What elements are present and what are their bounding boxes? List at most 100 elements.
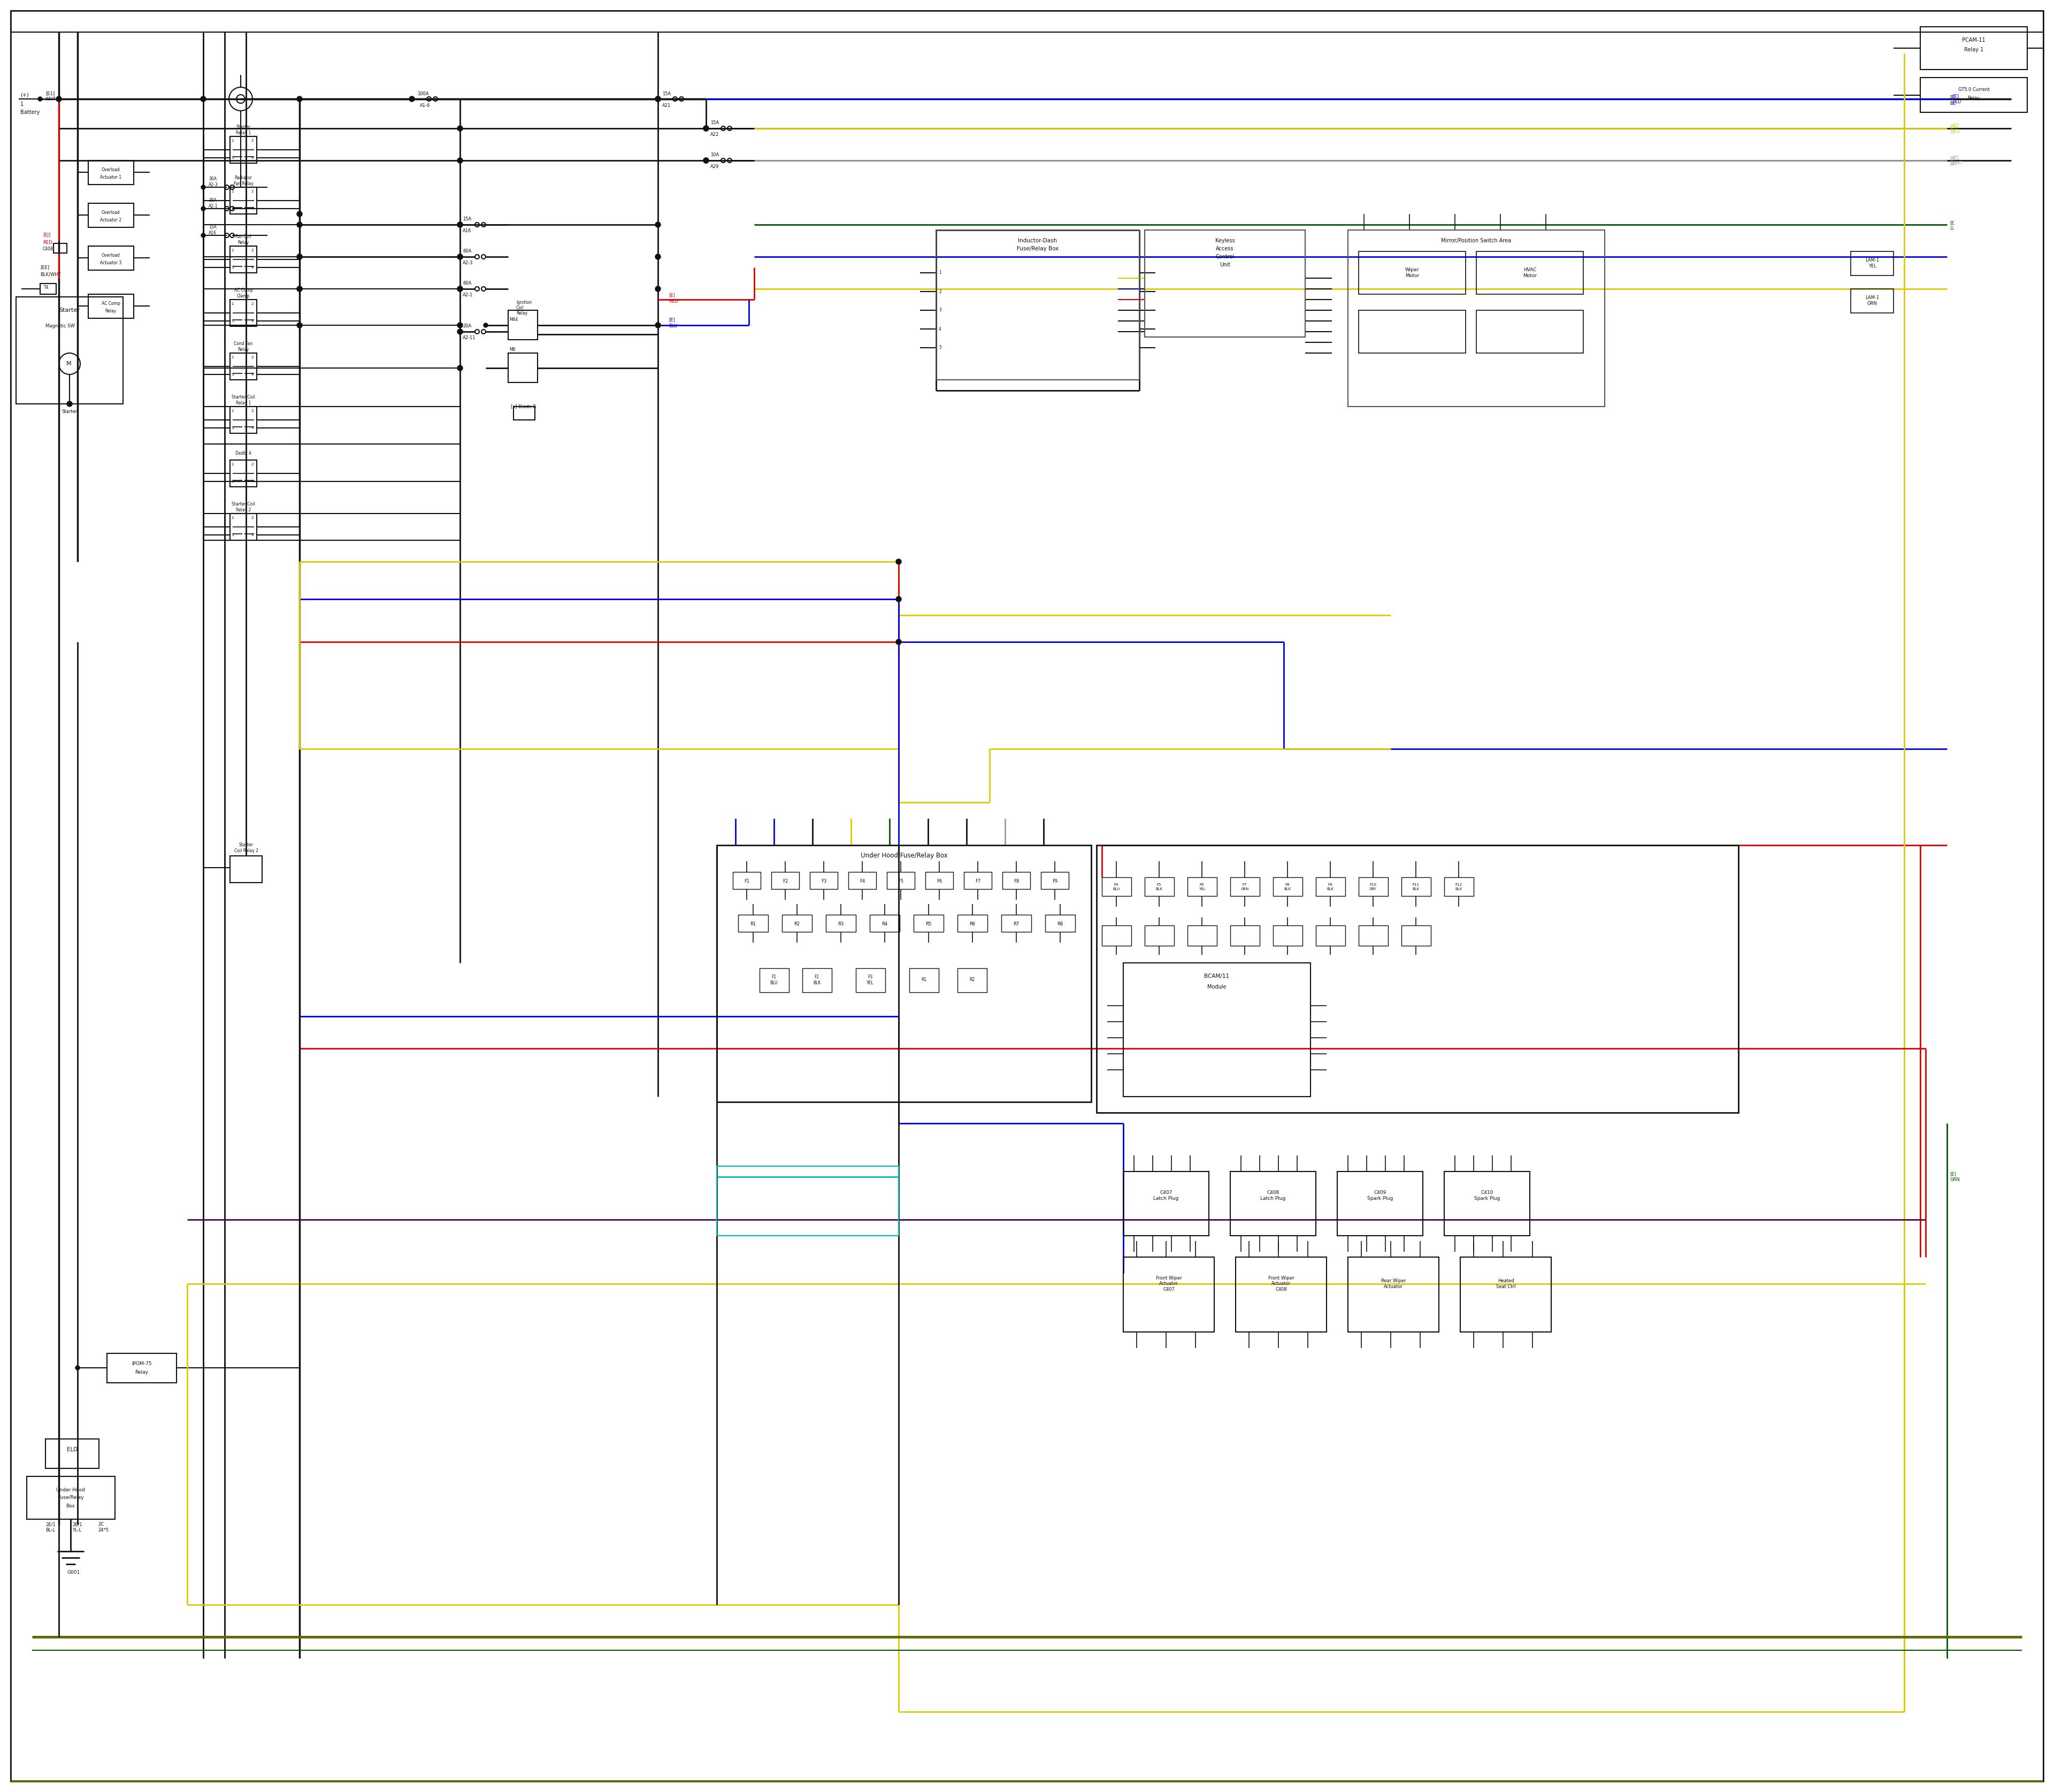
Bar [1097, 846, 1738, 1113]
Text: A29: A29 [711, 165, 719, 168]
Circle shape [409, 97, 415, 102]
Text: F4: F4 [859, 880, 865, 883]
Text: [E: [E [1949, 156, 1953, 161]
Circle shape [655, 323, 661, 328]
Text: Under Hood Fuse/Relay Box: Under Hood Fuse/Relay Box [861, 853, 947, 860]
Text: Relay: Relay [1968, 95, 1980, 100]
Text: 15A: 15A [462, 217, 470, 222]
Bar [963, 873, 992, 889]
Bar [1124, 1256, 1214, 1331]
Text: R2: R2 [969, 978, 974, 982]
Text: C409
Spark Plug: C409 Spark Plug [1368, 1190, 1393, 1201]
Bar [772, 873, 799, 889]
Text: BLK/WHT: BLK/WHT [41, 272, 62, 276]
Text: 1: 1 [58, 246, 60, 249]
Circle shape [298, 254, 302, 260]
Text: F4
BLU: F4 BLU [1113, 883, 1119, 891]
Bar [1045, 914, 1074, 932]
Text: GT5.0 Current: GT5.0 Current [1957, 88, 1990, 91]
Bar [783, 914, 811, 932]
Circle shape [702, 158, 709, 163]
Bar [760, 968, 789, 993]
Bar [1477, 310, 1584, 353]
Text: 4: 4 [939, 326, 941, 332]
Text: 1: 1 [230, 516, 234, 520]
Text: 60A: 60A [462, 249, 472, 254]
Text: BLU: BLU [670, 324, 678, 328]
Circle shape [458, 222, 462, 228]
Text: A21: A21 [661, 104, 672, 108]
Text: BL: BL [1949, 100, 1955, 106]
Bar [869, 914, 900, 932]
Text: Magnetic SW: Magnetic SW [45, 324, 74, 328]
Bar [1237, 1256, 1327, 1331]
Circle shape [298, 97, 302, 102]
Text: [E: [E [1949, 124, 1953, 129]
Bar [1144, 925, 1175, 946]
Circle shape [655, 97, 661, 102]
Bar [1002, 914, 1031, 932]
Text: Starter: Starter [62, 410, 78, 414]
Bar [1101, 878, 1132, 896]
Text: 2: 2 [939, 289, 941, 294]
Circle shape [298, 222, 302, 228]
Bar [1401, 925, 1432, 946]
Text: 2: 2 [251, 303, 255, 305]
Bar [887, 873, 914, 889]
Circle shape [458, 158, 462, 163]
Text: PCAM-11: PCAM-11 [1962, 38, 1986, 43]
Circle shape [702, 125, 709, 131]
Text: Front Wiper
Actuator
C407: Front Wiper Actuator C407 [1156, 1276, 1181, 1292]
Text: BCAM/11: BCAM/11 [1204, 973, 1230, 978]
Bar [230, 136, 257, 163]
Bar [1230, 878, 1259, 896]
Bar [1101, 925, 1132, 946]
Bar [717, 846, 1091, 1102]
Text: F9: F9 [1052, 880, 1058, 883]
Bar [1358, 310, 1467, 353]
Text: W: W [1949, 163, 1953, 167]
Text: Heated
Seat Ctrl: Heated Seat Ctrl [1495, 1279, 1516, 1288]
Text: F7: F7 [976, 880, 980, 883]
Text: [E]
WHT: [E] WHT [1953, 156, 1964, 165]
Text: Cond Fan
Relay: Cond Fan Relay [234, 342, 253, 351]
Text: G: G [1949, 226, 1953, 231]
Text: A2-3: A2-3 [462, 262, 472, 265]
Text: M44: M44 [509, 317, 518, 323]
Bar [1144, 878, 1175, 896]
Bar [88, 246, 134, 271]
Text: 3: 3 [230, 480, 234, 484]
Circle shape [896, 640, 902, 645]
Text: R3: R3 [838, 921, 844, 926]
Circle shape [458, 287, 462, 292]
Circle shape [458, 254, 462, 260]
Text: 1: 1 [230, 357, 234, 358]
Text: 3: 3 [230, 156, 234, 159]
Bar [1444, 1172, 1530, 1236]
Text: Actuator 2: Actuator 2 [101, 219, 121, 222]
Text: AC Comp: AC Comp [101, 301, 119, 306]
Bar [1358, 251, 1467, 294]
Text: Radiator
Fan Relay: Radiator Fan Relay [234, 176, 253, 186]
Bar [857, 968, 885, 993]
Bar [27, 1477, 115, 1520]
Text: Starter Coil
Relay 2: Starter Coil Relay 2 [232, 502, 255, 513]
Text: 2: 2 [251, 462, 255, 466]
Circle shape [201, 185, 205, 190]
Bar [507, 310, 538, 340]
Bar [1477, 251, 1584, 294]
Text: Starter: Starter [60, 308, 80, 314]
Text: LAM-1
GRN: LAM-1 GRN [1865, 296, 1879, 306]
Bar [507, 353, 538, 382]
Text: Relay: Relay [136, 1369, 148, 1374]
Text: 15A: 15A [661, 91, 672, 97]
Text: 2: 2 [251, 249, 255, 253]
Text: 3: 3 [230, 208, 234, 210]
Text: IPOM-75: IPOM-75 [131, 1362, 152, 1367]
Bar [733, 873, 760, 889]
Text: F7
GRN: F7 GRN [1241, 883, 1249, 891]
Text: F10
GRY: F10 GRY [1370, 883, 1376, 891]
Text: Keyless: Keyless [1216, 238, 1234, 244]
Circle shape [298, 211, 302, 217]
Bar [1317, 925, 1345, 946]
